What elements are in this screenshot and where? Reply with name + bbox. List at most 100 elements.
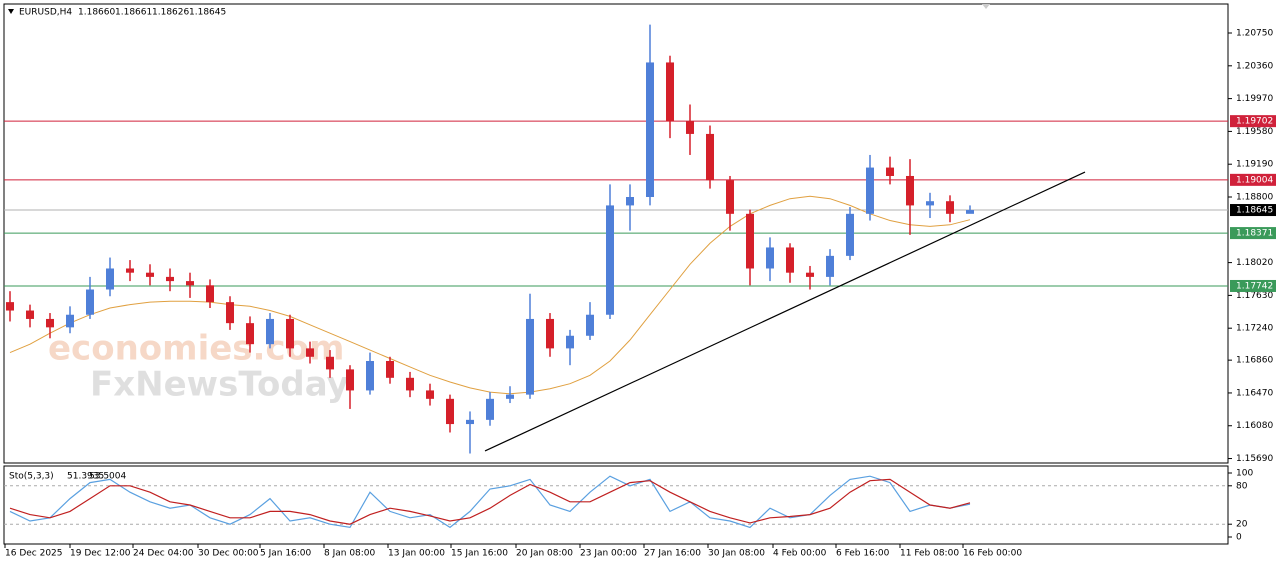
candle-body bbox=[186, 281, 194, 286]
candle-body bbox=[326, 356, 334, 370]
x-tick-label: 30 Dec 00:00 bbox=[198, 549, 259, 559]
indicator-value: 51.3935 bbox=[67, 472, 104, 482]
candle-body bbox=[626, 197, 634, 206]
candle-body bbox=[86, 289, 94, 315]
level-label: 1.19004 bbox=[1236, 175, 1273, 185]
x-tick-label: 24 Dec 04:00 bbox=[133, 549, 194, 559]
menu-arrow[interactable] bbox=[8, 9, 14, 14]
candle-body bbox=[666, 62, 674, 122]
candle-body bbox=[586, 314, 594, 336]
y-tick-label: 1.17630 bbox=[1236, 291, 1273, 301]
x-tick-label: 11 Feb 08:00 bbox=[900, 549, 959, 559]
y-tick-label: 1.16080 bbox=[1236, 421, 1273, 431]
candle-body bbox=[466, 419, 474, 425]
candle-body bbox=[506, 394, 514, 399]
x-tick-label: 5 Jan 16:00 bbox=[260, 549, 312, 559]
candle-body bbox=[966, 210, 974, 214]
level-label: 1.18371 bbox=[1236, 229, 1273, 239]
candle-body bbox=[646, 62, 654, 198]
x-tick-label: 20 Jan 08:00 bbox=[516, 549, 573, 559]
candle-body bbox=[826, 255, 834, 277]
trendline bbox=[484, 171, 1086, 452]
level-label-box bbox=[1230, 115, 1276, 128]
candle-body bbox=[306, 348, 314, 357]
x-tick-label: 23 Jan 00:00 bbox=[580, 549, 637, 559]
indicator-value: 53.5004 bbox=[89, 472, 126, 482]
candle-body bbox=[26, 310, 34, 319]
candle-body bbox=[126, 268, 134, 273]
candle-body bbox=[406, 377, 414, 391]
candle-body bbox=[66, 314, 74, 328]
x-tick-label: 13 Jan 00:00 bbox=[388, 549, 445, 559]
candle-body bbox=[886, 167, 894, 176]
x-tick-label: 19 Dec 12:00 bbox=[70, 549, 131, 559]
candle-body bbox=[286, 318, 294, 349]
x-tick-label: 6 Feb 16:00 bbox=[836, 549, 890, 559]
candle-body bbox=[366, 360, 374, 391]
x-tick-label: 4 Feb 00:00 bbox=[773, 549, 827, 559]
indicator-label: Sto(5,3,3) bbox=[9, 472, 54, 482]
candle-body bbox=[486, 398, 494, 420]
candle-body bbox=[106, 268, 114, 290]
x-tick-label: 16 Feb 00:00 bbox=[963, 549, 1022, 559]
candle-body bbox=[246, 323, 254, 345]
x-tick-label: 8 Jan 08:00 bbox=[324, 549, 376, 559]
candle-body bbox=[266, 318, 274, 345]
candle-body bbox=[906, 175, 914, 206]
y-tick-label: 0 bbox=[1236, 533, 1242, 543]
watermark: economies.com bbox=[48, 329, 344, 369]
watermark: FxNewsToday bbox=[90, 365, 349, 405]
candle-body bbox=[226, 302, 234, 324]
candle-body bbox=[846, 213, 854, 256]
candle-body bbox=[926, 201, 934, 206]
level-label: 1.18645 bbox=[1236, 206, 1273, 216]
ohlc-value: 1.18661 bbox=[115, 8, 152, 18]
candle-body bbox=[526, 318, 534, 395]
ohlc-value: 1.18626 bbox=[152, 8, 189, 18]
y-tick-label: 1.17240 bbox=[1236, 324, 1273, 334]
candle-body bbox=[166, 276, 174, 282]
candle-body bbox=[786, 247, 794, 273]
y-tick-label: 1.20750 bbox=[1236, 29, 1273, 39]
level-label-box bbox=[1230, 173, 1276, 186]
moving-average bbox=[9, 195, 971, 395]
candle-body bbox=[686, 121, 694, 134]
y-tick-label: 1.19190 bbox=[1236, 160, 1273, 170]
y-tick-label: 1.19970 bbox=[1236, 94, 1273, 104]
x-tick-label: 27 Jan 16:00 bbox=[644, 549, 701, 559]
y-tick-label: 1.19580 bbox=[1236, 127, 1273, 137]
candle-body bbox=[746, 213, 754, 269]
y-tick-label: 1.20360 bbox=[1236, 61, 1273, 71]
candle-body bbox=[806, 272, 814, 277]
x-tick-label: 15 Jan 16:00 bbox=[451, 549, 508, 559]
y-tick-label: 1.18020 bbox=[1236, 258, 1273, 268]
y-tick-label: 100 bbox=[1236, 469, 1253, 479]
candle-body bbox=[206, 285, 214, 303]
stochastic-signal bbox=[9, 478, 971, 525]
shift-marker bbox=[982, 4, 990, 9]
candle-body bbox=[46, 318, 54, 328]
candle-body bbox=[346, 369, 354, 391]
level-label: 1.19702 bbox=[1236, 117, 1273, 127]
y-tick-label: 1.15690 bbox=[1236, 454, 1273, 464]
candle-body bbox=[766, 247, 774, 269]
ohlc-value: 1.18660 bbox=[78, 8, 115, 18]
level-label-box bbox=[1230, 279, 1276, 292]
candle-body bbox=[726, 180, 734, 214]
y-tick-label: 20 bbox=[1236, 520, 1248, 530]
x-tick-label: 16 Dec 2025 bbox=[5, 549, 63, 559]
candle-body bbox=[426, 390, 434, 399]
level-label-box bbox=[1230, 227, 1276, 240]
candle-body bbox=[566, 335, 574, 349]
y-tick-label: 1.18800 bbox=[1236, 193, 1273, 203]
y-tick-label: 1.16470 bbox=[1236, 388, 1273, 398]
candle-body bbox=[866, 167, 874, 214]
stochastic-panel bbox=[3, 465, 1229, 545]
y-tick-label: 1.16860 bbox=[1236, 356, 1273, 366]
x-tick-label: 30 Jan 08:00 bbox=[708, 549, 765, 559]
candle-body bbox=[546, 318, 554, 349]
level-label-box bbox=[1230, 204, 1276, 217]
candle-body bbox=[706, 133, 714, 181]
